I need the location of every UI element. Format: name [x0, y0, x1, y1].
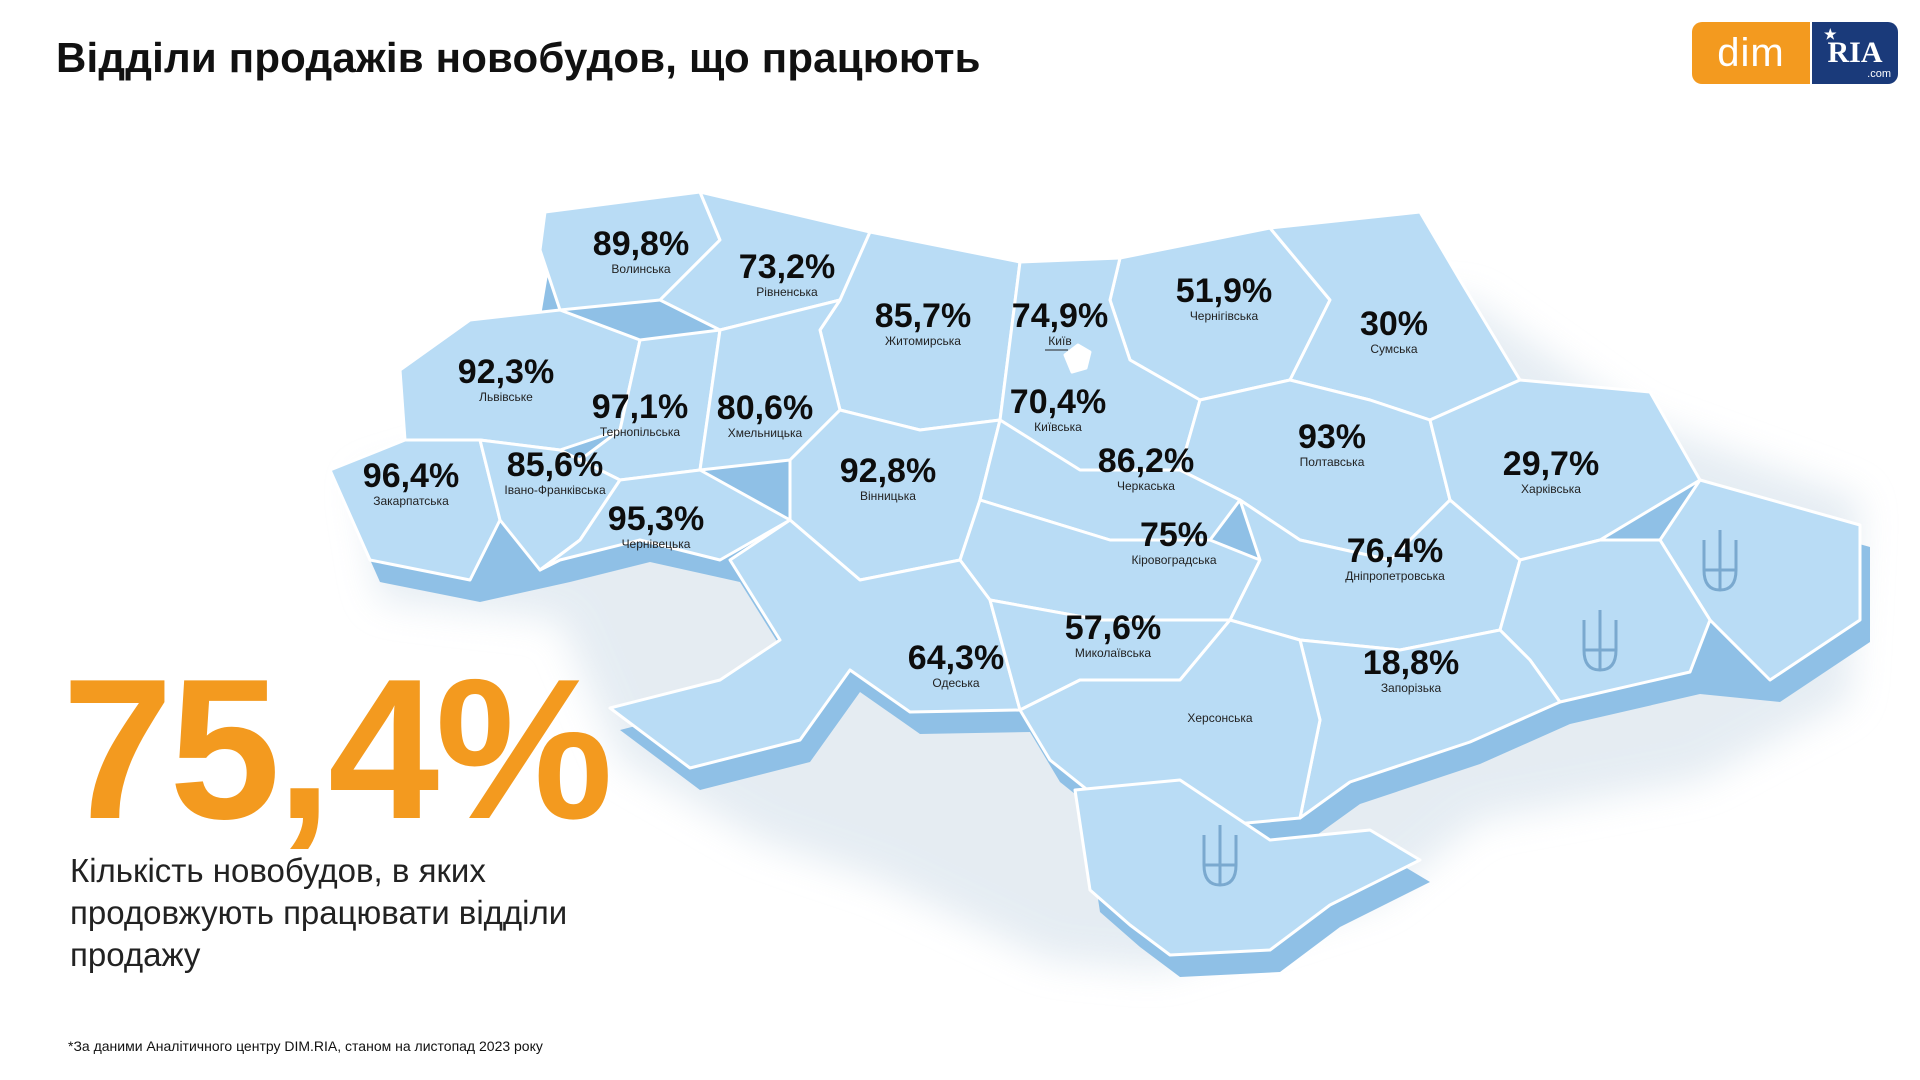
region-name: Запорізька — [1380, 681, 1442, 695]
region-name: Чернівецька — [621, 537, 691, 551]
region-name: Харківська — [1521, 482, 1581, 496]
region-label-lvivska: 92,3% Львівське — [458, 354, 554, 404]
region-pct: 30% — [1359, 305, 1429, 343]
star-icon: ★ — [1824, 28, 1837, 43]
region-label-dnipropetrovska: 76,4% Дніпропетровська — [1345, 533, 1445, 583]
region-pct: 85,6% — [506, 446, 604, 484]
region-label-khmelnytska: 80,6% Хмельницька — [717, 390, 813, 440]
region-pct: 95,3% — [607, 500, 705, 538]
region-pct: 92,8% — [839, 452, 937, 490]
logo-dim: dim — [1692, 22, 1810, 84]
region-label-chernivetska: 95,3% Чернівецька — [608, 501, 704, 551]
region-pct: 85,7% — [874, 297, 972, 335]
region-pct: 86,2% — [1097, 442, 1195, 480]
region-pct: 92,3% — [457, 353, 555, 391]
summary-description: Кількість новобудов, в яких продовжують … — [70, 852, 568, 973]
region-name: Хмельницька — [727, 426, 803, 440]
region-label-zaporizka: 18,8% Запорізька — [1363, 645, 1459, 695]
region-name: Волинська — [611, 262, 671, 276]
region-name: Тернопільська — [599, 425, 681, 439]
region-crimea[interactable] — [1073, 778, 1422, 957]
kyiv-city-shape[interactable] — [1063, 343, 1092, 374]
logo-ria-text: RIA — [1827, 36, 1883, 69]
page-title: Відділи продажів новобудов, що працюють — [56, 34, 981, 81]
region-label-kirovohradska: 75% Кіровоградська — [1131, 517, 1216, 567]
region-name: Сумська — [1370, 342, 1418, 356]
trident-icon — [1202, 825, 1238, 887]
region-label-zakarpatska: 96,4% Закарпатська — [363, 458, 459, 508]
region-label-poltavska: 93% Полтавська — [1298, 419, 1366, 469]
region-pct: 57,6% — [1064, 609, 1162, 647]
region-name: Черкаська — [1117, 479, 1175, 493]
region-label-kharkivska: 29,7% Харківська — [1503, 446, 1599, 496]
summary-value: 75,4% — [62, 638, 613, 861]
region-pct: 93% — [1297, 418, 1367, 456]
region-label-cherkaska: 86,2% Черкаська — [1098, 443, 1194, 493]
region-label-odeska: 64,3% Одеська — [908, 640, 1004, 690]
region-pct: 73,2% — [738, 248, 836, 286]
dim-ria-logo[interactable]: dim ★ RIA .com — [1692, 22, 1898, 84]
logo-ria: ★ RIA .com — [1810, 22, 1898, 84]
footnote: *За даними Аналітичного центру DIM.RIA, … — [68, 1038, 543, 1054]
region-label-khersonska: Херсонська — [1187, 711, 1252, 725]
region-label-ivano-frankivska: 85,6% Івано-Франківська — [504, 447, 605, 497]
region-name: Одеська — [932, 676, 980, 690]
region-pct: 18,8% — [1362, 644, 1460, 682]
region-name: Закарпатська — [373, 494, 449, 508]
region-label-kyivska: 70,4% Київська — [1010, 384, 1106, 434]
region-pct: 96,4% — [362, 457, 460, 495]
region-label-vinnytska: 92,8% Вінницька — [840, 453, 936, 503]
region-pct: 64,3% — [907, 639, 1005, 677]
trident-icon — [1582, 610, 1618, 672]
region-name: Чернігівська — [1189, 309, 1259, 323]
region-pct: 29,7% — [1502, 445, 1600, 483]
region-pct: 89,8% — [592, 225, 690, 263]
region-name: Херсонська — [1187, 711, 1253, 725]
region-name: Вінницька — [860, 489, 916, 503]
region-name: Житомирська — [885, 334, 961, 348]
region-pct: 97,1% — [591, 388, 689, 426]
region-pct: 80,6% — [716, 389, 814, 427]
region-name: Дніпропетровська — [1345, 569, 1445, 583]
region-label-rivnenska: 73,2% Рівненська — [739, 249, 835, 299]
region-name: Рівненська — [756, 285, 818, 299]
region-name: Івано-Франківська — [504, 483, 606, 497]
region-pct: 74,9% — [1011, 297, 1109, 335]
region-label-mykolaivska: 57,6% Миколаївська — [1065, 610, 1161, 660]
region-name: Київська — [1034, 420, 1082, 434]
region-label-zhytomyrska: 85,7% Житомирська — [875, 298, 971, 348]
region-label-sumska: 30% Сумська — [1360, 306, 1428, 356]
region-label-volynska: 89,8% Волинська — [593, 226, 689, 276]
region-pct: 75% — [1139, 516, 1209, 554]
region-name: Київ — [1048, 334, 1072, 348]
region-name: Кіровоградська — [1131, 553, 1217, 567]
region-label-ternopilska: 97,1% Тернопільська — [592, 389, 688, 439]
region-label-kyiv: 74,9% Київ — [1012, 298, 1108, 348]
region-name: Львівське — [479, 390, 533, 404]
region-name: Миколаївська — [1074, 646, 1152, 660]
trident-icon — [1702, 530, 1738, 592]
region-pct: 51,9% — [1175, 272, 1273, 310]
region-pct: 70,4% — [1009, 383, 1107, 421]
region-pct: 76,4% — [1346, 532, 1444, 570]
logo-com-text: .com — [1867, 68, 1891, 80]
region-label-chernihivska: 51,9% Чернігівська — [1176, 273, 1272, 323]
region-name: Полтавська — [1299, 455, 1365, 469]
